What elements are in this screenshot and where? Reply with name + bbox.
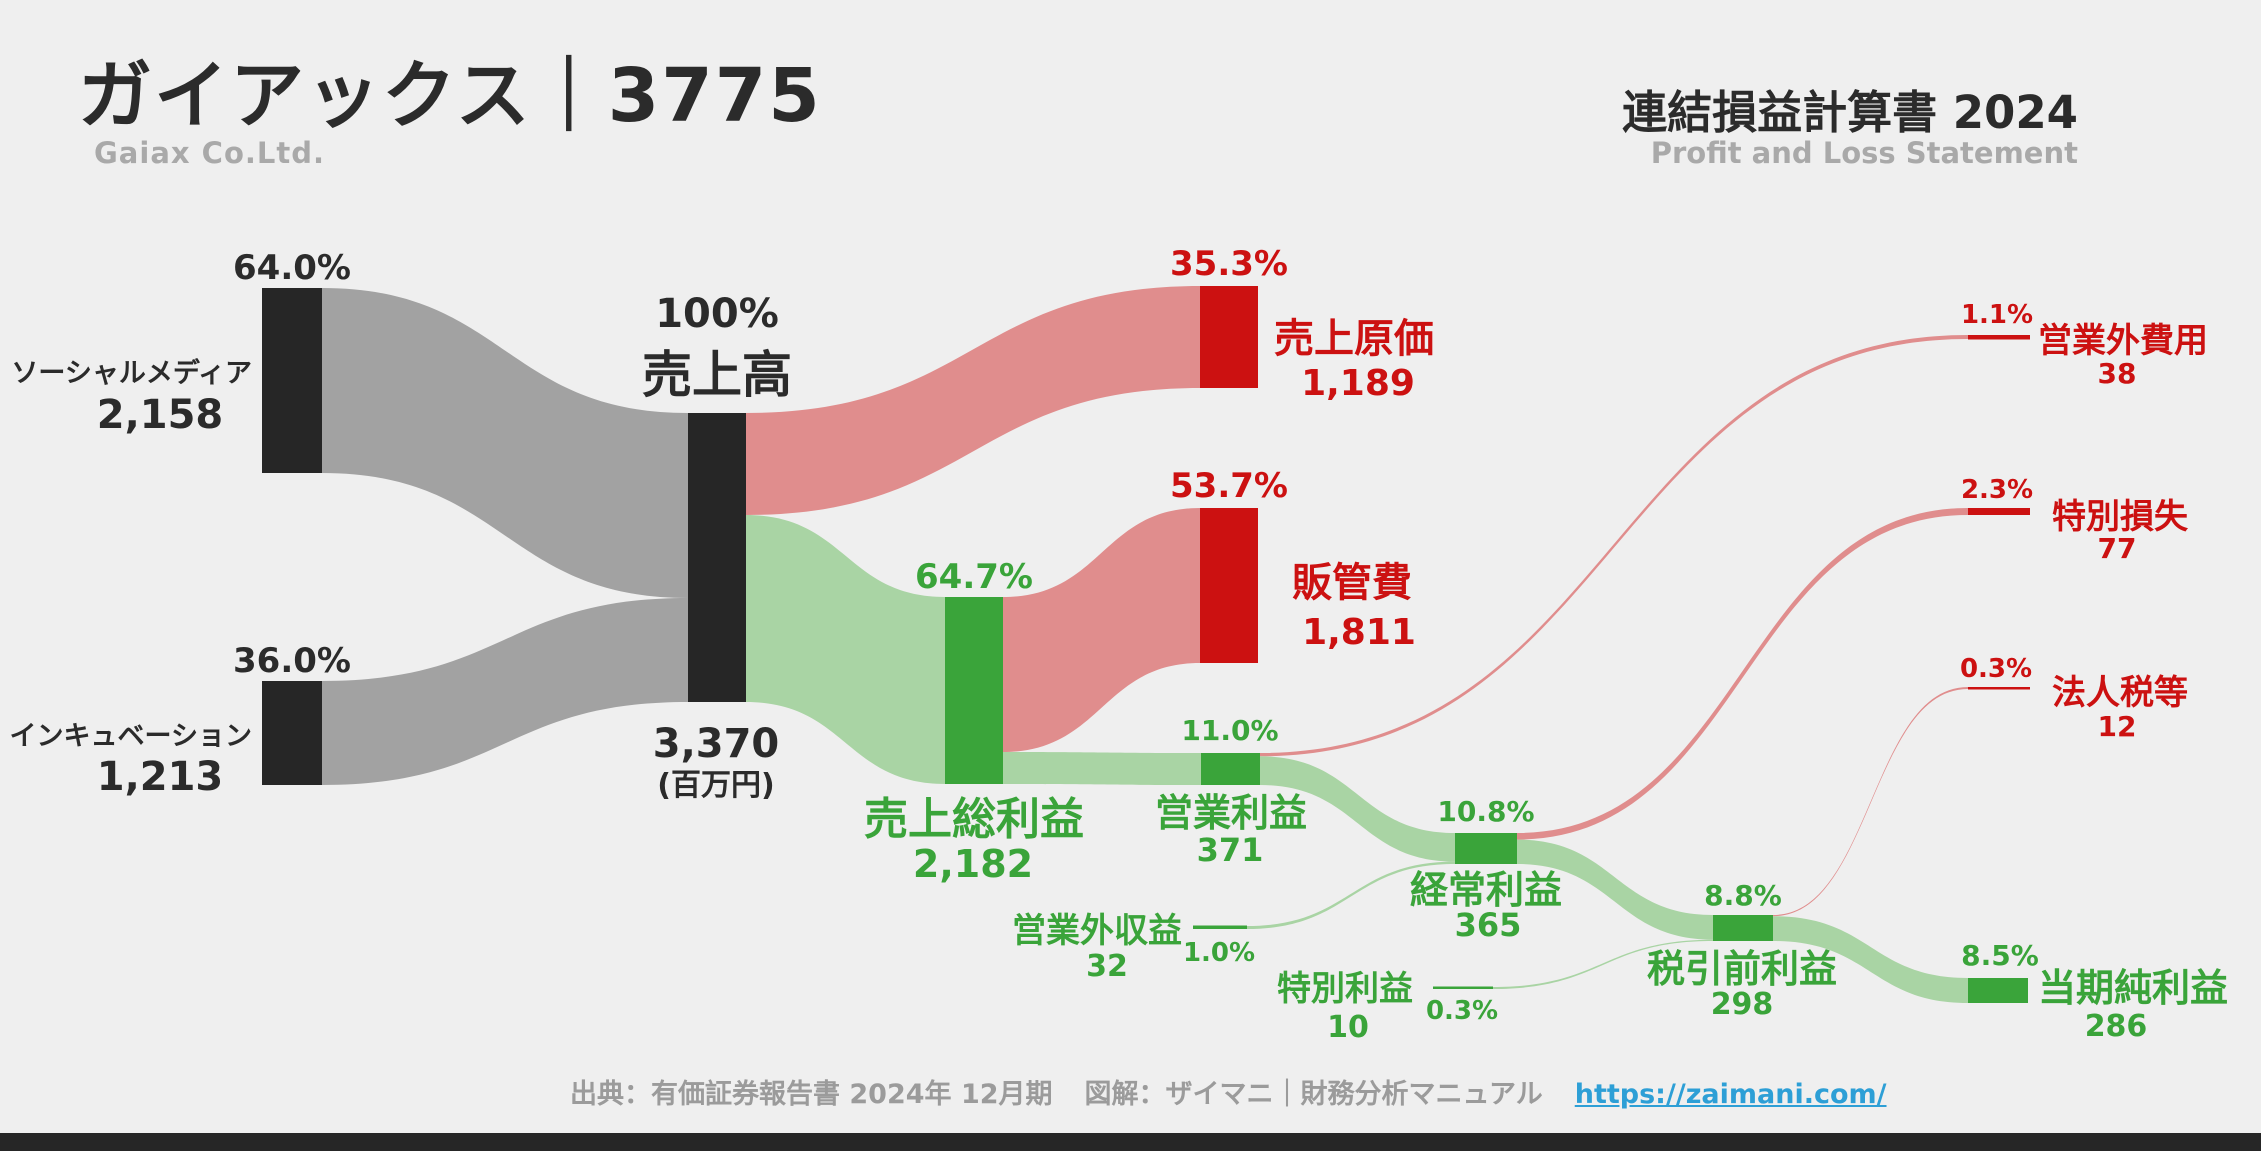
footer: 出典：有価証券報告書 2024年 12月期 図解：ザイマニ｜財務分析マニュアル … bbox=[570, 1072, 1887, 1111]
flow-gross-profit-to-operating-profit bbox=[1003, 752, 1201, 785]
value-social-media: 2,158 bbox=[97, 392, 224, 438]
label-extraordinary-income: 特別利益 bbox=[1277, 969, 1413, 1009]
statement-subtitle: Profit and Loss Statement bbox=[1650, 136, 2078, 170]
pct-sga: 53.7% bbox=[1170, 466, 1288, 506]
pct-incubation: 36.0% bbox=[233, 641, 351, 681]
value-revenue: 3,370 bbox=[653, 721, 780, 767]
flow-operating-profit-to-ordinary-profit bbox=[1260, 756, 1455, 862]
node-incubation bbox=[262, 681, 322, 785]
label-social-media: ソーシャルメディア bbox=[11, 357, 252, 389]
footer-credit: 図解：ザイマニ｜財務分析マニュアル bbox=[1084, 1079, 1543, 1110]
flow-non-operating-income-to-ordinary-profit bbox=[1247, 861, 1455, 929]
page-subtitle: Gaiax Co.Ltd. bbox=[94, 136, 326, 170]
value-gross-profit: 2,182 bbox=[913, 842, 1033, 886]
pct-extraordinary-loss: 2.3% bbox=[1961, 475, 2033, 505]
label-non-operating-income: 営業外収益 bbox=[1012, 911, 1182, 951]
flow-operating-profit-to-non-operating-expense bbox=[1260, 335, 1968, 757]
pct-income-tax: 0.3% bbox=[1960, 654, 2032, 684]
pct-non-operating-expense: 1.1% bbox=[1961, 300, 2033, 330]
value-extraordinary-income: 10 bbox=[1327, 1010, 1369, 1045]
pct-social-media: 64.0% bbox=[233, 248, 351, 288]
pct-pretax-profit: 8.8% bbox=[1704, 879, 1782, 912]
flow-gross-profit-to-sga bbox=[1003, 508, 1200, 752]
value-income-tax: 12 bbox=[2098, 710, 2137, 743]
flow-revenue-to-cogs bbox=[746, 286, 1200, 515]
node-net-income bbox=[1968, 978, 2028, 1003]
value-pretax-profit: 298 bbox=[1711, 987, 1774, 1022]
node-extraordinary-loss bbox=[1968, 508, 2030, 515]
unit-revenue: (百万円) bbox=[657, 768, 774, 803]
value-incubation: 1,213 bbox=[97, 754, 224, 800]
node-social-media bbox=[262, 288, 322, 473]
label-non-operating-expense: 営業外費用 bbox=[2038, 321, 2208, 361]
flow-revenue-to-gross-profit bbox=[746, 515, 945, 784]
label-net-income: 当期純利益 bbox=[2038, 966, 2228, 1010]
flow-incubation-to-revenue bbox=[322, 598, 688, 785]
value-extraordinary-loss: 77 bbox=[2098, 532, 2137, 565]
label-cogs: 売上原価 bbox=[1274, 316, 1434, 362]
label-ordinary-profit: 経常利益 bbox=[1410, 868, 1562, 912]
bottom-bar bbox=[0, 1133, 2261, 1151]
node-non-operating-income bbox=[1193, 925, 1247, 929]
pct-operating-profit: 11.0% bbox=[1181, 714, 1278, 747]
node-ordinary-profit bbox=[1455, 833, 1517, 864]
label-income-tax: 法人税等 bbox=[2052, 673, 2188, 713]
footer-source: 出典：有価証券報告書 2024年 12月期 bbox=[570, 1079, 1053, 1110]
node-operating-profit bbox=[1201, 753, 1260, 785]
flow-ordinary-profit-to-pretax-profit bbox=[1517, 839, 1713, 940]
value-cogs: 1,189 bbox=[1301, 363, 1415, 404]
node-extraordinary-income bbox=[1433, 986, 1493, 989]
label-pretax-profit: 税引前利益 bbox=[1647, 947, 1837, 991]
node-gross-profit bbox=[945, 597, 1003, 784]
pct-ordinary-profit: 10.8% bbox=[1437, 795, 1534, 828]
node-non-operating-expense bbox=[1968, 335, 2030, 340]
label-incubation: インキュベーション bbox=[10, 721, 252, 752]
node-sga bbox=[1200, 508, 1258, 663]
pct-cogs: 35.3% bbox=[1170, 244, 1288, 284]
label-gross-profit: 売上総利益 bbox=[864, 794, 1084, 845]
footer-link[interactable]: https://zaimani.com/ bbox=[1574, 1079, 1887, 1110]
pct-gross-profit: 64.7% bbox=[915, 557, 1033, 597]
flow-social-media-to-revenue bbox=[322, 288, 688, 598]
flow-extraordinary-income-to-pretax-profit bbox=[1493, 939, 1713, 989]
value-operating-profit: 371 bbox=[1197, 831, 1264, 869]
label-extraordinary-loss: 特別損失 bbox=[2052, 497, 2189, 537]
node-revenue bbox=[688, 413, 746, 702]
page-title: ガイアックス｜3775 bbox=[78, 53, 822, 139]
value-sga: 1,811 bbox=[1302, 612, 1416, 653]
label-revenue: 売上高 bbox=[642, 346, 792, 404]
value-ordinary-profit: 365 bbox=[1455, 906, 1522, 944]
label-operating-profit: 営業利益 bbox=[1155, 791, 1307, 835]
value-non-operating-income: 32 bbox=[1086, 949, 1128, 984]
flow-pretax-profit-to-net-income bbox=[1773, 916, 1968, 1003]
value-non-operating-expense: 38 bbox=[2098, 357, 2137, 390]
pct-revenue: 100% bbox=[655, 291, 779, 337]
pct-non-operating-income: 1.0% bbox=[1183, 938, 1255, 968]
statement-title: 連結損益計算書 2024 bbox=[1622, 86, 2078, 139]
value-net-income: 286 bbox=[2085, 1009, 2148, 1044]
pct-extraordinary-income: 0.3% bbox=[1426, 996, 1498, 1026]
node-income-tax bbox=[1968, 687, 2030, 690]
pct-net-income: 8.5% bbox=[1961, 939, 2039, 972]
node-cogs bbox=[1200, 286, 1258, 388]
label-sga: 販管費 bbox=[1292, 560, 1412, 606]
flow-pretax-profit-to-income-tax bbox=[1773, 687, 1968, 917]
flow-ordinary-profit-to-extraordinary-loss bbox=[1517, 508, 1968, 840]
node-pretax-profit bbox=[1713, 915, 1773, 941]
